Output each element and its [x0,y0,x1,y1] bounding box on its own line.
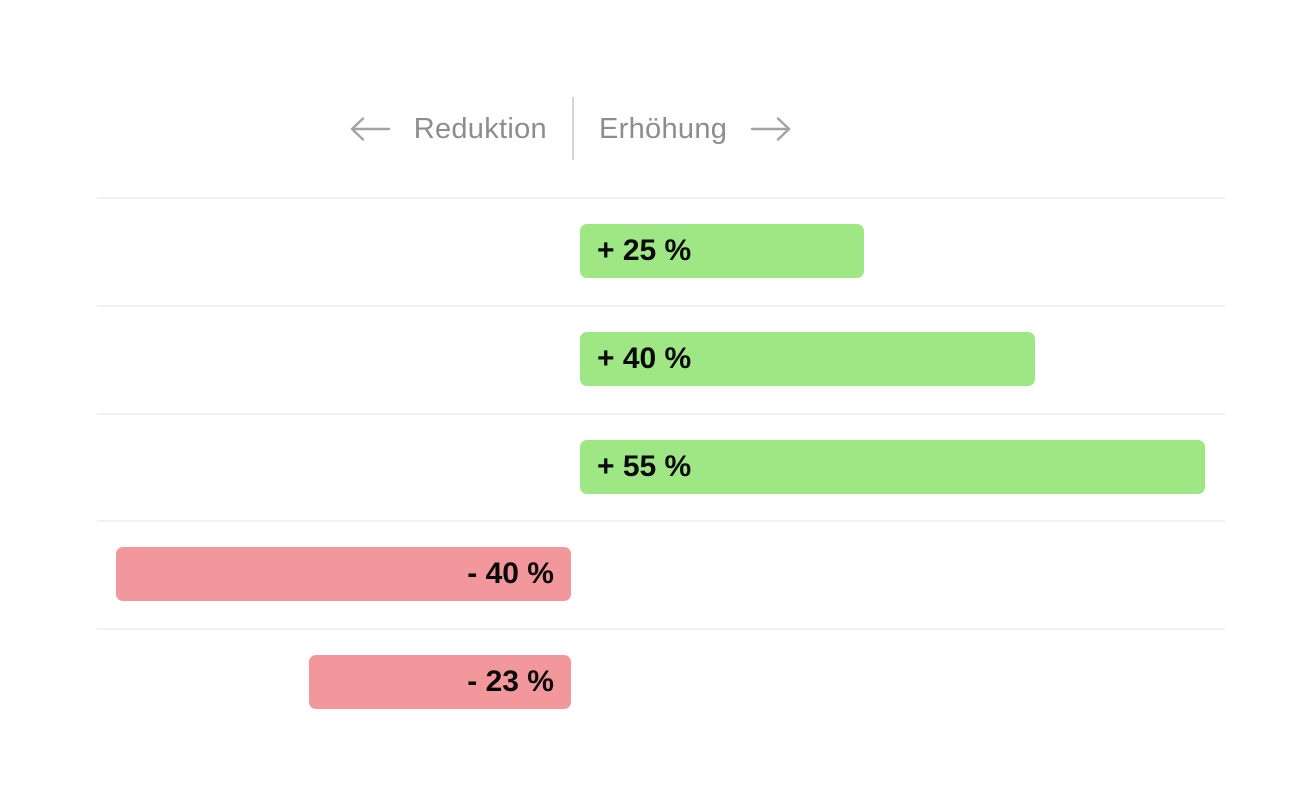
direction-header-increase: Erhöhung [599,100,792,158]
bar-positive: + 25 % [580,224,865,278]
direction-header-reduction: Reduktion [349,100,547,158]
bar-value-label: + 55 % [597,449,692,483]
bar-value-label: - 40 % [467,557,554,591]
chart-row: + 55 % [97,412,1225,521]
left-arrow-icon [350,117,390,141]
bar-value-label: + 40 % [597,341,692,375]
bar-positive: + 55 % [580,439,1206,494]
chart-row: - 23 % [97,628,1225,736]
bar-value-label: - 23 % [467,665,554,699]
chart-row: - 40 % [97,520,1225,628]
right-arrow-icon [750,117,791,141]
bar-positive: + 40 % [580,331,1035,386]
chart-area: + 25 % + 40 % + 55 % - 40 % - 23 % [97,197,1225,736]
chart-row: + 40 % [97,304,1225,413]
bar-negative: - 23 % [309,655,571,710]
reduction-label: Reduktion [413,112,547,145]
header-divider [572,97,574,160]
increase-label: Erhöhung [599,112,728,145]
bar-negative: - 40 % [116,547,571,602]
chart-row: + 25 % [97,197,1225,305]
bar-value-label: + 25 % [597,234,692,267]
